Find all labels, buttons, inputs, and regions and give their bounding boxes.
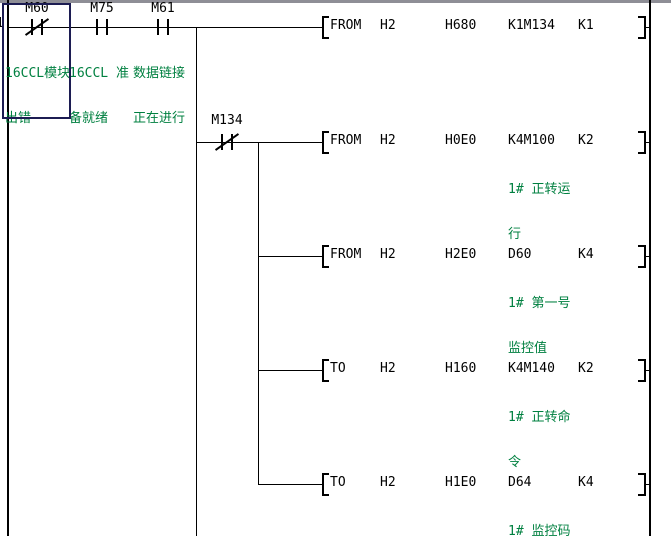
comment-line: 1# 监控码 [508, 524, 571, 536]
comment-line: 16CCL 准 [69, 66, 129, 81]
instruction-param[interactable]: K2 [578, 133, 594, 148]
window-top-border [0, 0, 671, 3]
comment-line: 备就绪 [69, 111, 109, 126]
device-label-m75: M75 [90, 1, 114, 16]
bracket-tick [645, 142, 650, 143]
rung-line-3 [259, 256, 322, 257]
contact-m75-no[interactable] [86, 18, 118, 36]
bracket-tick [645, 370, 650, 371]
contact-m134-nc[interactable] [211, 133, 243, 151]
bracket-tick [645, 256, 650, 257]
instruction-param[interactable]: H2 [380, 18, 396, 33]
instruction-param[interactable]: K2 [578, 361, 594, 376]
comment-line: 1# 正转命 [508, 410, 571, 425]
device-label-m60: M60 [25, 1, 49, 16]
comment-line: 数据链接 [133, 66, 186, 81]
open-bracket [322, 16, 329, 39]
contact-bar [167, 19, 169, 35]
rung-line-4 [259, 370, 322, 371]
instruction-param[interactable]: K1 [578, 18, 594, 33]
instruction-param[interactable]: K1M134 [508, 18, 555, 33]
device-comment-d60: 1# 第一号 监控值 [508, 266, 570, 386]
open-bracket [322, 245, 329, 268]
comment-line: 令 [508, 455, 522, 470]
comment-line: 1# 正转运 [508, 182, 571, 197]
instruction-param[interactable]: H2 [380, 361, 396, 376]
instruction-opcode[interactable]: TO [330, 361, 346, 376]
bracket-tick [645, 27, 650, 28]
comment-line: 行 [508, 227, 522, 242]
instruction-param[interactable]: H2 [380, 475, 396, 490]
device-label-m61: M61 [151, 1, 175, 16]
instruction-param[interactable]: K4 [578, 475, 594, 490]
device-comment-m61: 数据链接 正在进行 [133, 36, 185, 156]
device-comment-d64: 1# 监控码 1 2 [508, 494, 570, 536]
instruction-param[interactable]: H2 [380, 133, 396, 148]
branch-vertical-main [196, 27, 197, 536]
contact-m60-nc[interactable] [21, 18, 53, 36]
instruction-opcode[interactable]: FROM [330, 18, 362, 33]
instruction-param[interactable]: H2E0 [445, 247, 477, 262]
comment-line: 1# 第一号 [508, 296, 571, 311]
selection-cursor [2, 3, 71, 119]
instruction-param[interactable]: D60 [508, 247, 532, 262]
instruction-opcode[interactable]: TO [330, 475, 346, 490]
contact-bar [221, 134, 223, 150]
step-number: 1 [0, 17, 4, 30]
instruction-param[interactable]: H0E0 [445, 133, 477, 148]
rung-line-2 [197, 142, 322, 143]
device-comment-k4m100: 1# 正转运 行 [508, 152, 570, 272]
contact-bar [106, 19, 108, 35]
open-bracket [322, 473, 329, 496]
open-bracket [322, 131, 329, 154]
instruction-opcode[interactable]: FROM [330, 247, 362, 262]
instruction-param[interactable]: K4 [578, 247, 594, 262]
instruction-param[interactable]: K4M100 [508, 133, 555, 148]
device-label-m134: M134 [211, 113, 243, 128]
contact-bar [31, 19, 33, 35]
rung-line-5 [259, 484, 322, 485]
contact-bar [41, 19, 43, 35]
comment-line: 正在进行 [133, 111, 186, 126]
instruction-param[interactable]: H2 [380, 247, 396, 262]
contact-bar [157, 19, 159, 35]
open-bracket [322, 359, 329, 382]
instruction-opcode[interactable]: FROM [330, 133, 362, 148]
instruction-param[interactable]: H160 [445, 361, 477, 376]
branch-vertical-sub [258, 142, 259, 485]
comment-line: 16CCL模块 [5, 66, 71, 81]
nc-slash [214, 133, 240, 151]
device-comment-m75: 16CCL 准 备就绪 [69, 36, 129, 156]
instruction-param[interactable]: K4M140 [508, 361, 555, 376]
instruction-param[interactable]: H680 [445, 18, 477, 33]
right-bus-rail [649, 0, 651, 536]
contact-bar [96, 19, 98, 35]
contact-bar [231, 134, 233, 150]
contact-m61-no[interactable] [147, 18, 179, 36]
device-comment-k4m140: 1# 正转命 令 [508, 380, 570, 500]
instruction-param[interactable]: H1E0 [445, 475, 477, 490]
bracket-tick [645, 484, 650, 485]
rung-line-1 [9, 27, 322, 28]
comment-line: 监控值 [508, 341, 548, 356]
instruction-param[interactable]: D64 [508, 475, 532, 490]
left-bus-rail [7, 0, 9, 536]
